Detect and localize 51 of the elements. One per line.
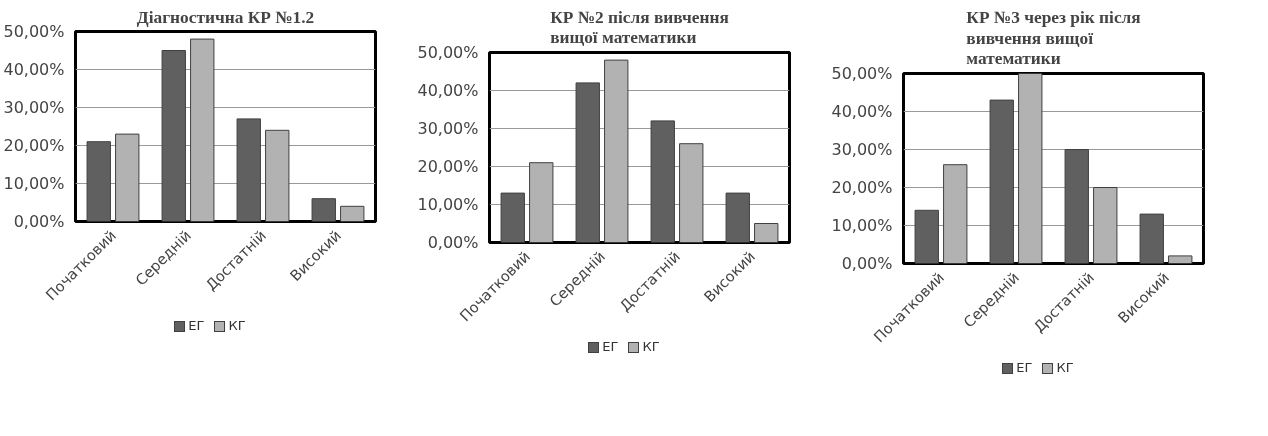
bar bbox=[1064, 149, 1089, 264]
y-tick-label: 0,00% bbox=[427, 233, 479, 252]
bar bbox=[679, 143, 704, 243]
bar bbox=[943, 164, 968, 264]
y-tick-label: 0,00% bbox=[13, 212, 65, 231]
bar bbox=[265, 129, 290, 222]
legend-label: КГ bbox=[642, 339, 660, 355]
y-tick-label: 30,00% bbox=[831, 140, 893, 159]
y-tick-label: 20,00% bbox=[417, 157, 479, 176]
bar bbox=[1168, 255, 1193, 264]
bar bbox=[190, 38, 215, 222]
bar bbox=[754, 223, 779, 243]
legend-label: ЕГ bbox=[602, 339, 619, 355]
bar bbox=[340, 205, 365, 222]
bar bbox=[650, 120, 675, 243]
legend-label: ЕГ bbox=[1016, 360, 1033, 376]
chart-title: КР №3 через рік після вивчення вищої математики bbox=[966, 7, 1141, 69]
y-tick-label: 50,00% bbox=[3, 22, 65, 41]
y-tick-label: 10,00% bbox=[417, 195, 479, 214]
y-tick-label: 10,00% bbox=[3, 174, 65, 193]
bar bbox=[1139, 213, 1164, 264]
bar bbox=[989, 99, 1014, 264]
bar bbox=[311, 198, 336, 222]
bar bbox=[161, 50, 186, 222]
y-tick-label: 20,00% bbox=[3, 136, 65, 155]
y-tick-label: 20,00% bbox=[831, 178, 893, 197]
bar bbox=[236, 118, 261, 222]
y-tick-label: 0,00% bbox=[841, 254, 893, 273]
bar bbox=[500, 192, 525, 243]
legend-label: ЕГ bbox=[188, 318, 205, 334]
y-tick-label: 40,00% bbox=[417, 81, 479, 100]
bar bbox=[1018, 73, 1043, 264]
y-tick-label: 40,00% bbox=[831, 102, 893, 121]
chart-title: КР №2 після вивчення вищої математики bbox=[550, 7, 729, 48]
y-tick-label: 30,00% bbox=[417, 119, 479, 138]
bar bbox=[604, 59, 629, 243]
y-tick-label: 10,00% bbox=[831, 216, 893, 235]
bar bbox=[725, 192, 750, 243]
bar bbox=[529, 162, 554, 243]
y-tick-label: 50,00% bbox=[831, 64, 893, 83]
y-tick-label: 50,00% bbox=[417, 43, 479, 62]
bar bbox=[914, 209, 939, 264]
bar bbox=[575, 82, 600, 243]
bar bbox=[86, 141, 111, 222]
chart-title: Діагностична КР №1.2 bbox=[136, 7, 315, 27]
bar bbox=[1093, 187, 1118, 264]
bar bbox=[115, 133, 140, 222]
y-tick-label: 30,00% bbox=[3, 98, 65, 117]
y-tick-label: 40,00% bbox=[3, 60, 65, 79]
legend-label: КГ bbox=[1056, 360, 1074, 376]
legend-label: КГ bbox=[228, 318, 246, 334]
